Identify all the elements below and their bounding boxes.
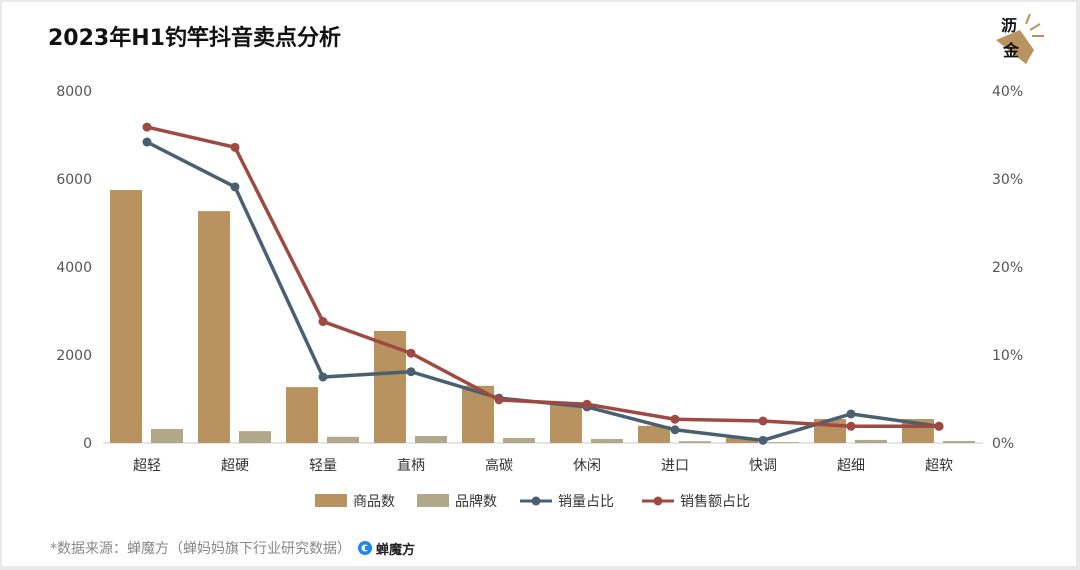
y-right-tick: 20%: [992, 260, 1023, 276]
y-left-tick: 2000: [56, 348, 92, 364]
y-left-tick: 6000: [56, 172, 92, 188]
bar-商品数-快调: [726, 437, 758, 443]
point-销售额占比-超硬: [230, 142, 240, 152]
bar-商品数-直柄: [374, 331, 406, 443]
y-right-tick: 10%: [992, 348, 1023, 364]
footer: *数据来源：蝉魔方（蝉妈妈旗下行业研究数据） 蝉魔方: [50, 538, 415, 558]
legend-label: 商品数: [353, 494, 395, 510]
bar-商品数-进口: [638, 425, 670, 443]
y-left-tick: 4000: [56, 260, 92, 276]
point-销量占比-快调: [758, 435, 768, 445]
bar-品牌数-轻量: [327, 436, 359, 443]
x-tick-label: 轻量: [309, 458, 337, 474]
bar-商品数-休闲: [550, 402, 582, 443]
x-tick-label: 直柄: [397, 457, 425, 474]
bar-品牌数-超硬: [239, 431, 271, 443]
y-left-tick: 0: [83, 436, 92, 452]
svg-text:金: 金: [1002, 41, 1020, 60]
point-销售额占比-直柄: [406, 348, 416, 358]
bar-品牌数-进口: [679, 441, 711, 443]
x-tick-label: 休闲: [573, 458, 601, 474]
legend-marker: [531, 496, 541, 506]
chanmofang-logo-icon: [358, 541, 372, 555]
brand: 蝉魔方: [357, 539, 415, 558]
legend-label: 销售额占比: [680, 494, 750, 510]
bar-商品数-超轻: [110, 190, 142, 443]
x-tick-label: 超软: [925, 458, 953, 474]
point-销售额占比-快调: [758, 416, 768, 426]
bar-品牌数-高碳: [503, 437, 535, 443]
x-tick-label: 高碳: [485, 457, 513, 474]
bar-品牌数-超轻: [151, 428, 183, 443]
legend-swatch: [417, 494, 449, 507]
source-note: *数据来源：蝉魔方（蝉妈妈旗下行业研究数据）: [50, 541, 351, 557]
legend-label: 销量占比: [558, 494, 614, 510]
bar-品牌数-休闲: [591, 439, 623, 443]
bar-商品数-超硬: [198, 211, 230, 443]
chart-title: 2023年H1钓竿抖音卖点分析: [48, 26, 341, 51]
chart: 0 2000 4000 6000 8000 0% 10% 20% 30% 40% 超轻 超硬 轻量 直柄 高…: [56, 84, 1023, 510]
point-销售额占比-轻量: [318, 317, 328, 327]
lijin-logo: 沥 金: [996, 13, 1044, 64]
bar-商品数-轻量: [286, 387, 318, 443]
x-tick-label: 进口: [661, 458, 689, 474]
x-tick-label: 快调: [749, 458, 777, 474]
point-销量占比-超硬: [230, 182, 240, 192]
line-销量占比: [146, 140, 940, 443]
point-销量占比-轻量: [318, 372, 328, 382]
point-销量占比-进口: [670, 425, 680, 435]
point-销量占比-超细: [846, 409, 856, 419]
point-销量占比-超轻: [142, 137, 152, 147]
legend-marker: [653, 496, 663, 506]
line-销售额占比: [146, 125, 939, 429]
legend-label: 品牌数: [455, 493, 497, 510]
point-销量占比-直柄: [406, 367, 416, 377]
bar-品牌数-直柄: [415, 435, 447, 443]
x-tick-label: 超硬: [221, 458, 249, 474]
bar-品牌数-快调: [767, 442, 799, 443]
y-right-tick: 30%: [992, 172, 1023, 188]
point-销售额占比-超细: [846, 421, 856, 431]
y-right-tick: 40%: [992, 84, 1023, 100]
point-销售额占比-超软: [934, 421, 944, 431]
y-right-tick: 0%: [992, 436, 1014, 452]
brand-name: 蝉魔方: [376, 542, 416, 558]
bar-品牌数-超细: [855, 439, 887, 443]
svg-text:沥: 沥: [1001, 16, 1017, 35]
bar-品牌数-超软: [943, 441, 975, 443]
point-销售额占比-超轻: [142, 122, 152, 132]
point-销售额占比-休闲: [582, 399, 592, 409]
legend-swatch: [315, 494, 347, 507]
point-销售额占比-高碳: [494, 395, 504, 405]
x-tick-label: 超细: [837, 458, 865, 474]
x-tick-label: 超轻: [133, 458, 161, 474]
point-销售额占比-进口: [670, 414, 680, 424]
y-left-tick: 8000: [56, 84, 92, 100]
